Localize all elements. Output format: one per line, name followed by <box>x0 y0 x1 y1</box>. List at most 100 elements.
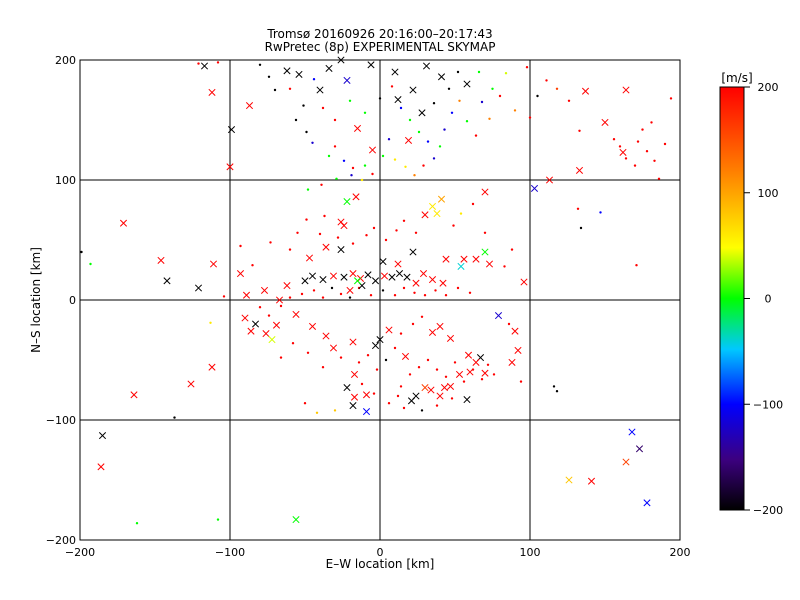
echo-dot <box>372 392 376 395</box>
echo-cross <box>236 270 245 278</box>
echo-cross <box>422 62 431 70</box>
y-axis-label: N–S location [km] <box>29 247 43 353</box>
echo-dot <box>426 358 430 362</box>
echo-cross <box>260 286 269 294</box>
y-tick-label: −200 <box>46 534 76 547</box>
echo-dot <box>491 87 494 91</box>
echo-cross <box>275 296 284 304</box>
echo-dot <box>486 363 490 366</box>
echo-dot <box>311 141 314 144</box>
echo-cross <box>364 271 372 279</box>
echo-cross <box>157 256 165 264</box>
echo-cross <box>368 146 377 154</box>
echo-cross <box>635 445 644 453</box>
echo-dot <box>633 164 637 167</box>
echo-dot <box>258 63 262 66</box>
grid <box>80 60 680 540</box>
echo-dot <box>447 87 451 91</box>
echo-dot <box>432 102 436 105</box>
echo-dot <box>450 397 454 400</box>
echo-dot <box>372 226 376 230</box>
chart-title: Tromsø 20160926 20:16:00–20:17:43 <box>266 27 492 41</box>
echo-dot <box>545 79 548 82</box>
echo-dot <box>173 416 176 419</box>
echo-dot <box>381 154 385 158</box>
colorbar-label: [m/s] <box>721 71 752 85</box>
echo-cross <box>391 68 399 76</box>
echo-dot <box>650 121 653 124</box>
echo-cross <box>481 188 489 196</box>
echo-dot <box>312 78 316 81</box>
echo-dot <box>300 292 304 296</box>
echo-dot <box>579 226 583 230</box>
echo-dot <box>513 109 517 112</box>
echo-cross <box>268 336 276 344</box>
echo-cross <box>241 314 249 322</box>
echo-dot <box>519 380 523 383</box>
echo-cross <box>349 270 357 278</box>
echo-dot <box>414 231 418 234</box>
echo-cross <box>247 327 255 335</box>
echo-dot <box>251 264 254 267</box>
y-tick-label: −100 <box>46 414 76 427</box>
echo-dot <box>387 138 391 141</box>
echo-dot <box>408 118 412 122</box>
echo-dot <box>396 394 400 398</box>
echo-dot <box>420 315 424 318</box>
x-tick-label: −200 <box>65 546 95 559</box>
colorbar: [m/s] −200 −100 0 100 200 <box>719 71 783 517</box>
echo-cross <box>352 193 360 201</box>
echo-dot <box>330 286 334 290</box>
echo-dot <box>399 106 403 110</box>
echo-cross <box>436 322 444 330</box>
echo-cross <box>337 246 345 254</box>
echo-dot <box>635 264 638 267</box>
echo-dot <box>360 382 364 386</box>
echo-cross <box>208 88 216 96</box>
echo-dot <box>365 234 368 237</box>
echo-cross <box>464 351 473 359</box>
echo-cross <box>403 273 411 281</box>
echo-cross <box>245 102 254 110</box>
echo-dot <box>465 120 469 123</box>
echo-cross <box>511 327 519 335</box>
echo-cross <box>472 255 480 263</box>
echo-dot <box>89 262 92 266</box>
echo-dot <box>381 289 385 292</box>
colorbar-tick-label: 100 <box>758 187 779 200</box>
echo-dot <box>351 242 355 245</box>
echo-cross <box>292 516 300 524</box>
echo-dot <box>395 229 398 232</box>
echo-dot <box>645 150 649 153</box>
echo-cross <box>371 342 380 350</box>
echo-cross <box>367 61 375 69</box>
echo-dot <box>503 265 506 268</box>
echo-dot <box>350 174 353 177</box>
echo-dot <box>462 380 466 383</box>
echo-cross <box>163 277 171 285</box>
echo-dot <box>239 244 242 248</box>
echo-cross <box>322 243 330 251</box>
colorbar-tick-label: −200 <box>753 504 783 517</box>
echo-dot <box>434 289 437 292</box>
echo-dot <box>399 332 403 335</box>
echo-cross <box>433 210 441 218</box>
echo-dot <box>452 224 455 227</box>
echo-dot <box>552 385 556 388</box>
echo-cross <box>329 272 338 280</box>
echo-cross <box>545 176 554 184</box>
echo-cross <box>455 370 464 378</box>
echo-dot <box>342 159 346 162</box>
echo-dot <box>483 231 487 234</box>
echo-cross <box>226 163 234 171</box>
echo-dot <box>306 188 310 191</box>
echo-dot <box>422 164 425 167</box>
echo-dot <box>477 70 481 74</box>
colorbar-tick-label: 200 <box>758 81 779 94</box>
echo-dot <box>318 232 322 236</box>
echo-dot <box>327 154 331 158</box>
echo-cross <box>463 80 471 88</box>
echo-cross <box>446 334 455 342</box>
echo-cross <box>421 211 429 219</box>
echo-dot <box>492 373 496 376</box>
